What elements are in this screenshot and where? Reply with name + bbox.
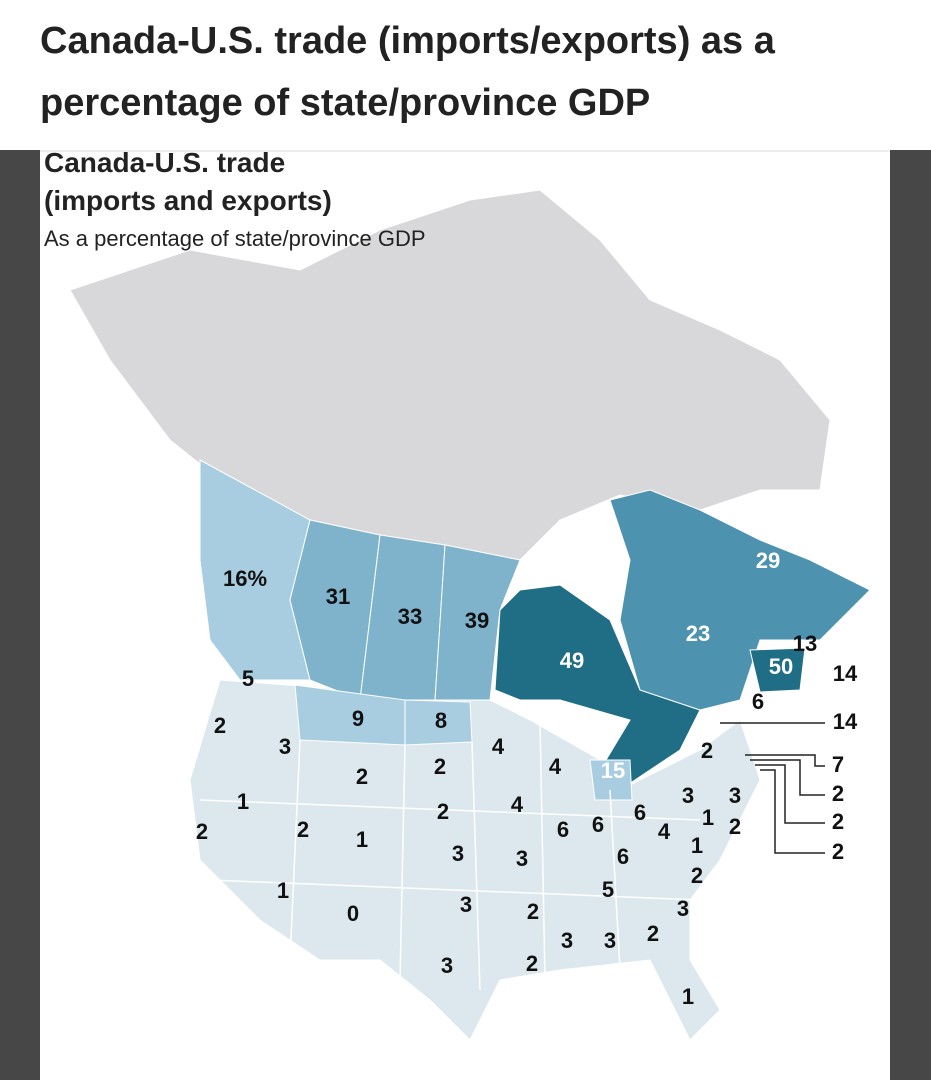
michigan	[589, 759, 633, 801]
region-value: 3	[561, 928, 573, 953]
region-value: 13	[793, 631, 817, 656]
map-title: Canada-U.S. trade	[44, 147, 285, 178]
region-value: 4	[549, 754, 562, 779]
region-value: 3	[452, 841, 464, 866]
region-value: 1	[682, 984, 694, 1009]
page-title: Canada-U.S. trade (imports/exports) as a…	[40, 20, 775, 124]
region-value: 14	[833, 661, 858, 686]
region-value: 6	[557, 817, 569, 842]
region-value: 2	[691, 863, 703, 888]
region-value: 1	[237, 789, 249, 814]
region-value: 5	[242, 666, 254, 691]
map-subtitle: As a percentage of state/province GDP	[44, 226, 426, 251]
region-value: 3	[604, 928, 616, 953]
region-value: 3	[729, 783, 741, 808]
region-value: 29	[756, 548, 780, 573]
region-value: 39	[465, 608, 489, 633]
region-value: 15	[601, 758, 625, 783]
region-value: 2	[701, 738, 713, 763]
region-value: 49	[560, 648, 584, 673]
region-value: 2	[437, 799, 449, 824]
region-value: 3	[460, 892, 472, 917]
region-value: 3	[677, 896, 689, 921]
region-value: 6	[592, 812, 604, 837]
region-value: 2	[356, 764, 368, 789]
region-value: 31	[326, 584, 350, 609]
region-value: 16%	[223, 566, 267, 591]
region-value: 7	[832, 752, 844, 777]
region-value: 2	[196, 819, 208, 844]
region-value: 2	[647, 921, 659, 946]
region-value: 6	[617, 844, 629, 869]
region-value: 9	[352, 706, 364, 731]
side-bar	[0, 150, 40, 1080]
region-value: 8	[435, 708, 447, 733]
region-value: 6	[752, 689, 764, 714]
quebec	[609, 489, 871, 711]
region-value: 3	[279, 734, 291, 759]
region-value: 2	[832, 839, 844, 864]
region-value: 0	[347, 901, 359, 926]
region-value: 1	[691, 833, 703, 858]
region-value: 50	[769, 654, 793, 679]
manitoba	[434, 544, 521, 701]
region-value: 14	[833, 709, 858, 734]
region-value: 23	[686, 621, 710, 646]
region-value: 2	[832, 809, 844, 834]
region-value: 4	[658, 819, 671, 844]
region-value: 2	[214, 713, 226, 738]
region-value: 4	[492, 734, 505, 759]
region-value: 33	[398, 604, 422, 629]
side-bar	[890, 150, 931, 1080]
region-value: 1	[702, 805, 714, 830]
region-value: 6	[634, 800, 646, 825]
region-value: 2	[729, 814, 741, 839]
region-value: 3	[682, 783, 694, 808]
region-value: 2	[526, 951, 538, 976]
region-value: 2	[434, 754, 446, 779]
region-value: 5	[602, 877, 614, 902]
region-value: 1	[356, 827, 368, 852]
region-value: 2	[832, 781, 844, 806]
region-value: 2	[297, 817, 309, 842]
region-value: 3	[441, 953, 453, 978]
maritimes	[749, 647, 806, 693]
region-value: 4	[511, 792, 524, 817]
leader-lines	[720, 722, 825, 854]
region-value: 3	[516, 846, 528, 871]
state-borders	[199, 719, 701, 991]
map-title: (imports and exports)	[44, 185, 332, 216]
region-value: 2	[527, 899, 539, 924]
region-value: 1	[277, 878, 289, 903]
